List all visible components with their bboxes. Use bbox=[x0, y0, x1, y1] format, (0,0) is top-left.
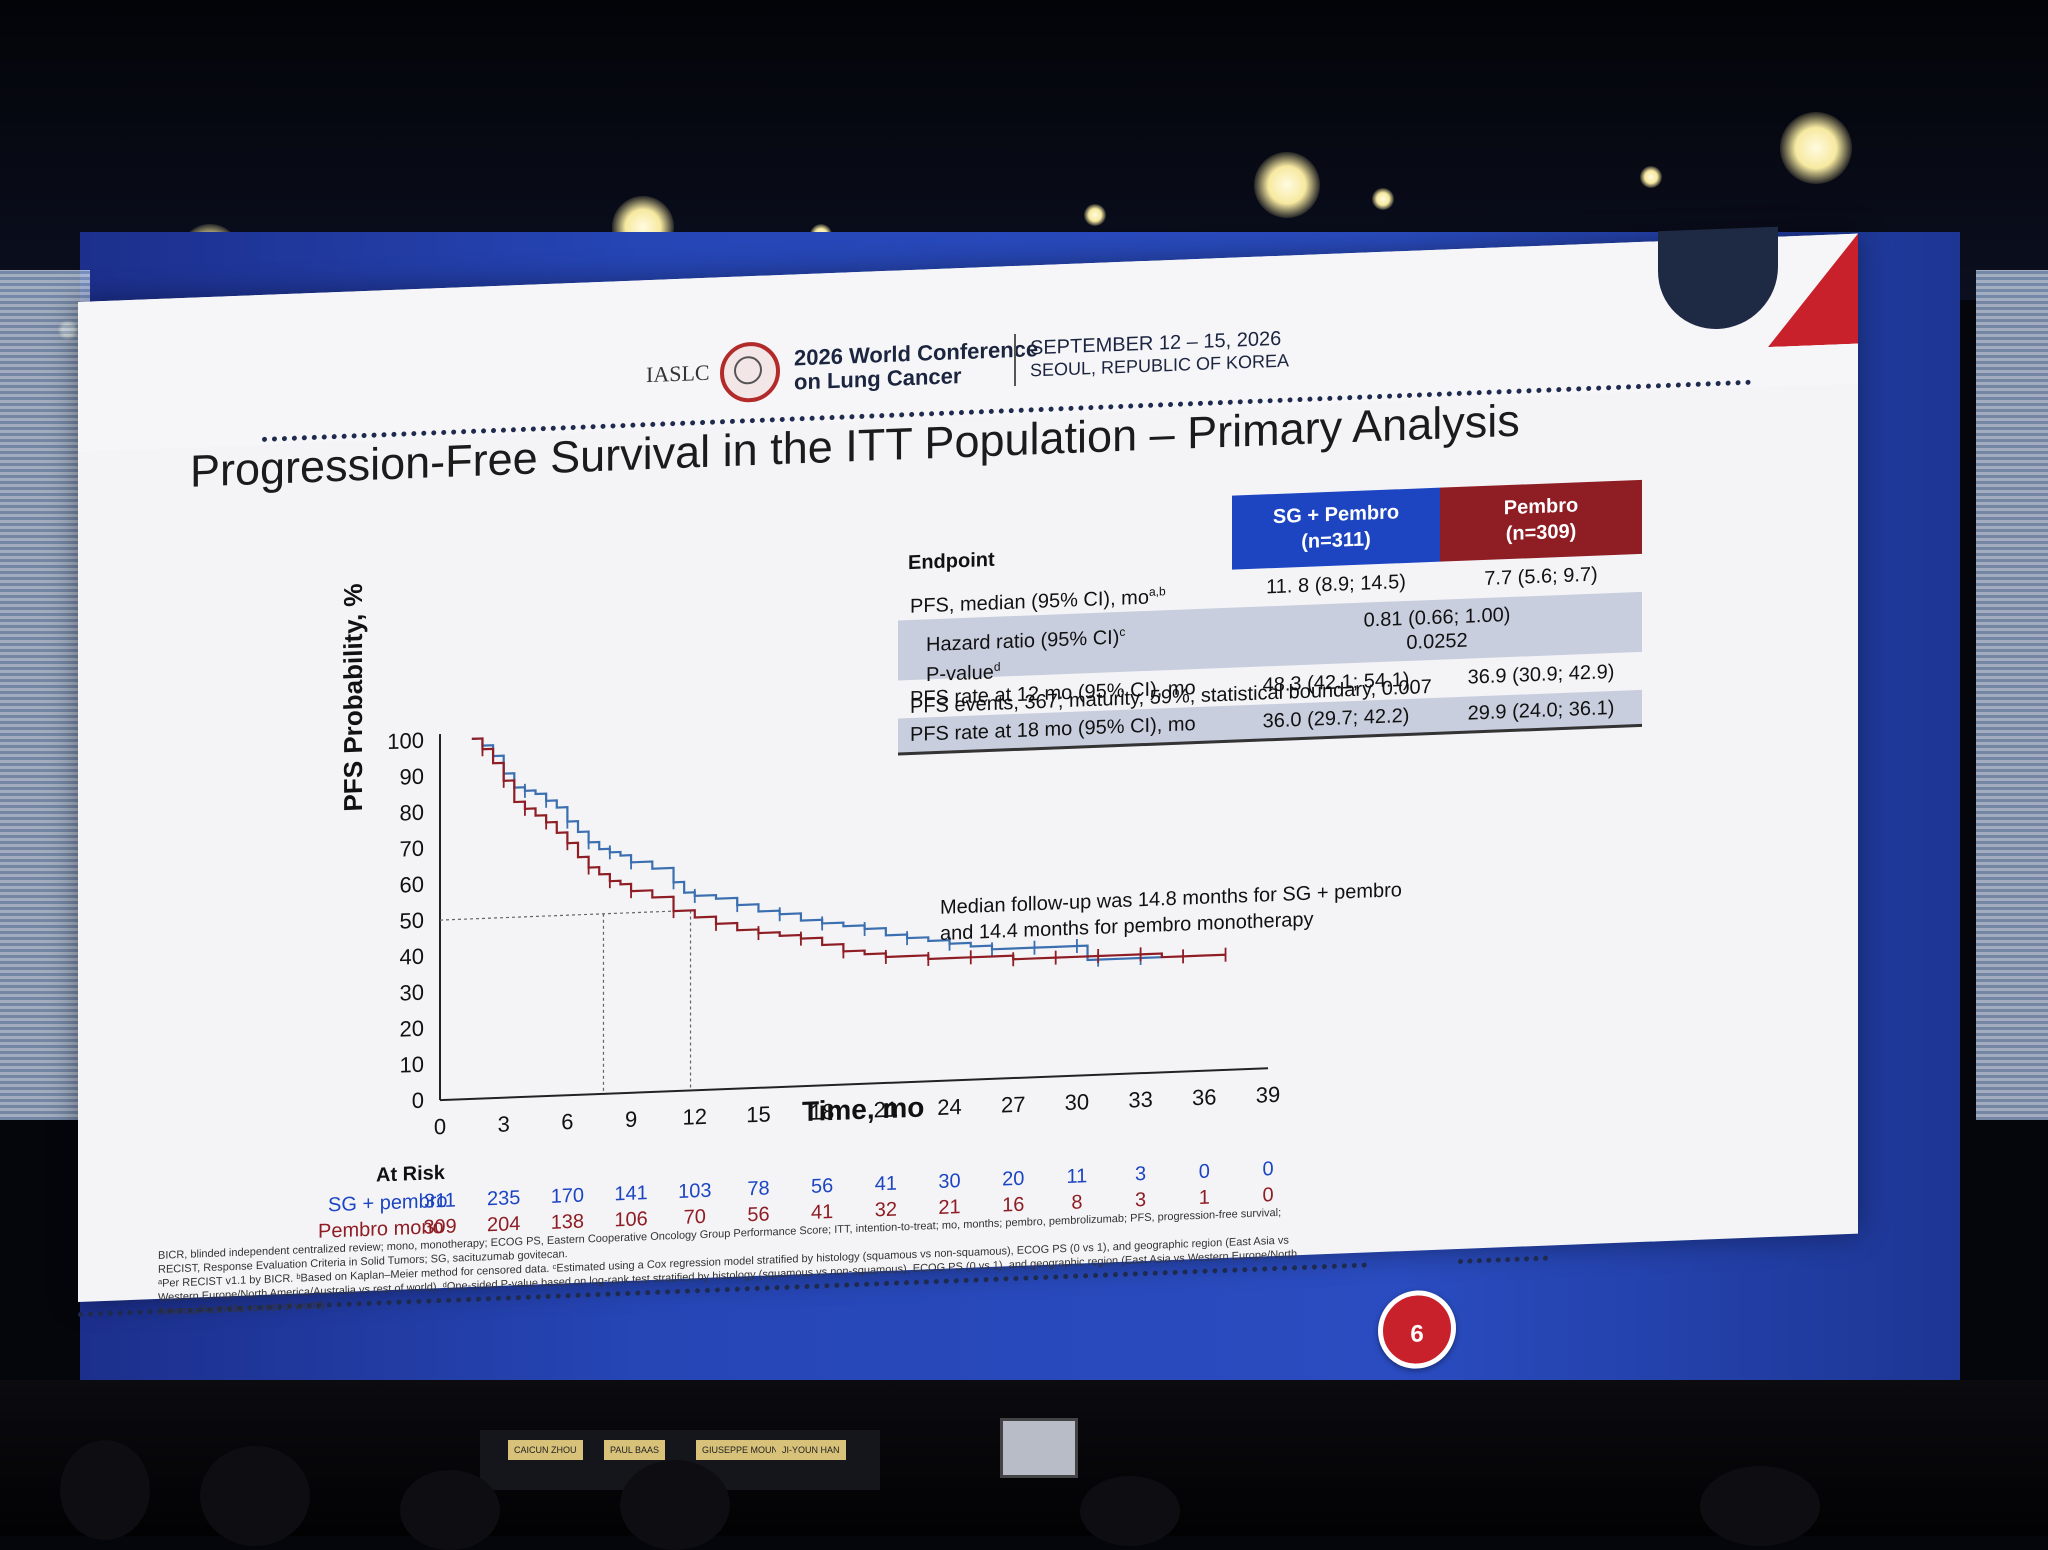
x-tick-label: 3 bbox=[497, 1111, 510, 1137]
row-label2-sup: d bbox=[993, 659, 1001, 674]
at-risk-value-pembro: 8 bbox=[1071, 1191, 1083, 1214]
table-header-pembro: Pembro (n=309) bbox=[1440, 479, 1642, 562]
x-tick-label: 9 bbox=[624, 1106, 638, 1132]
at-risk-value-sg: 141 bbox=[614, 1182, 648, 1206]
km-chart bbox=[439, 734, 1268, 1102]
y-tick-label: 40 bbox=[399, 943, 424, 970]
side-screen-left bbox=[0, 270, 90, 1120]
y-tick-label: 30 bbox=[399, 979, 424, 1006]
nameplate: PAUL BAAS bbox=[604, 1440, 666, 1460]
stage-light bbox=[1780, 112, 1852, 184]
y-tick-label: 100 bbox=[387, 727, 424, 755]
audience-head bbox=[60, 1440, 150, 1540]
stage-light bbox=[1640, 166, 1662, 188]
at-risk-value-sg: 103 bbox=[678, 1179, 712, 1203]
y-axis-label: PFS Probability, % bbox=[338, 583, 368, 813]
at-risk-value-sg: 11 bbox=[1066, 1165, 1088, 1189]
x-axis-line bbox=[440, 1067, 1268, 1102]
x-tick-label: 36 bbox=[1192, 1084, 1217, 1111]
at-risk-value-pembro: 16 bbox=[1002, 1193, 1025, 1217]
at-risk-value-sg: 78 bbox=[747, 1177, 770, 1201]
audience-head bbox=[400, 1470, 500, 1550]
at-risk-value-pembro: 1 bbox=[1198, 1186, 1210, 1209]
audience-head bbox=[1080, 1476, 1180, 1546]
y-tick-label: 10 bbox=[399, 1051, 424, 1078]
at-risk-value-pembro: 138 bbox=[550, 1210, 585, 1234]
at-risk-value-sg: 20 bbox=[1002, 1167, 1025, 1191]
y-tick-label: 50 bbox=[399, 907, 424, 934]
x-tick-label: 33 bbox=[1128, 1086, 1153, 1113]
side-screen-right bbox=[1976, 270, 2048, 1120]
at-risk-value-sg: 170 bbox=[550, 1184, 585, 1208]
median-ref-horizontal bbox=[440, 909, 691, 921]
y-tick-label: 60 bbox=[399, 871, 424, 898]
row-value-combined: 0.81 (0.66; 1.00) 0.0252 bbox=[1232, 598, 1642, 662]
at-risk-value-sg: 3 bbox=[1135, 1162, 1147, 1186]
at-risk-value-pembro: 70 bbox=[683, 1205, 706, 1229]
row-value-pembro: 29.9 (24.0; 36.1) bbox=[1467, 696, 1615, 725]
at-risk-value-sg: 0 bbox=[1262, 1158, 1274, 1181]
at-risk-value-pembro: 56 bbox=[747, 1203, 770, 1227]
presentation-slide: IASLC 2026 World Conference on Lung Canc… bbox=[78, 226, 1858, 1371]
at-risk-value-pembro: 0 bbox=[1262, 1184, 1274, 1207]
stage-monitor bbox=[1000, 1418, 1078, 1478]
at-risk-value-pembro: 21 bbox=[938, 1196, 961, 1219]
nameplate: JI-YOUN HAN bbox=[776, 1440, 846, 1460]
x-axis-label: Time, mo bbox=[802, 1091, 925, 1128]
x-tick-label: 39 bbox=[1255, 1081, 1281, 1108]
p-value: 0.0252 bbox=[1406, 629, 1468, 654]
nameplate: CAICUN ZHOU bbox=[508, 1440, 583, 1460]
at-risk-value-pembro: 41 bbox=[811, 1200, 834, 1224]
y-tick-label: 70 bbox=[399, 835, 424, 862]
audience-head bbox=[200, 1446, 310, 1546]
x-tick-label: 6 bbox=[561, 1108, 574, 1135]
at-risk-title: At Risk bbox=[376, 1161, 445, 1187]
y-tick-label: 0 bbox=[411, 1087, 424, 1114]
row-label-sup: a,b bbox=[1148, 584, 1166, 599]
hazard-ratio-value: 0.81 (0.66; 1.00) bbox=[1363, 603, 1511, 632]
row-label-sup: c bbox=[1119, 624, 1126, 639]
table-header-sg: SG + Pembro (n=311) bbox=[1232, 487, 1440, 570]
at-risk-value-pembro: 32 bbox=[874, 1198, 897, 1222]
km-curve-sg-pembro bbox=[471, 737, 1162, 962]
x-tick-label: 15 bbox=[746, 1101, 771, 1128]
at-risk-value-sg: 56 bbox=[811, 1174, 834, 1198]
stage-light bbox=[1084, 204, 1106, 226]
x-tick-label: 24 bbox=[937, 1094, 962, 1120]
stage-light bbox=[1372, 188, 1394, 210]
at-risk-value-sg: 311 bbox=[424, 1189, 456, 1213]
row-label-text: Hazard ratio (95% CI) bbox=[926, 626, 1120, 657]
at-risk-value-sg: 0 bbox=[1198, 1160, 1210, 1183]
x-tick-label: 12 bbox=[682, 1103, 707, 1130]
table-header-endpoint: Endpoint bbox=[908, 548, 995, 575]
stage-light bbox=[1254, 152, 1320, 218]
at-risk-value-pembro: 309 bbox=[423, 1215, 457, 1239]
at-risk-value-sg: 235 bbox=[487, 1187, 521, 1211]
audience-head bbox=[1700, 1466, 1820, 1546]
audience-head bbox=[620, 1460, 730, 1550]
y-tick-label: 90 bbox=[399, 763, 424, 790]
at-risk-value-sg: 41 bbox=[874, 1172, 897, 1196]
at-risk-value-pembro: 106 bbox=[614, 1208, 648, 1232]
x-tick-label: 27 bbox=[1000, 1091, 1026, 1118]
at-risk-value-pembro: 3 bbox=[1135, 1188, 1147, 1212]
km-curve-pembro-mono bbox=[471, 737, 1226, 961]
y-tick-label: 80 bbox=[399, 799, 424, 826]
x-tick-label: 0 bbox=[433, 1113, 447, 1140]
y-tick-label: 20 bbox=[399, 1015, 424, 1042]
at-risk-value-pembro: 204 bbox=[487, 1213, 521, 1237]
x-tick-label: 30 bbox=[1064, 1089, 1090, 1116]
at-risk-value-sg: 30 bbox=[938, 1170, 961, 1193]
